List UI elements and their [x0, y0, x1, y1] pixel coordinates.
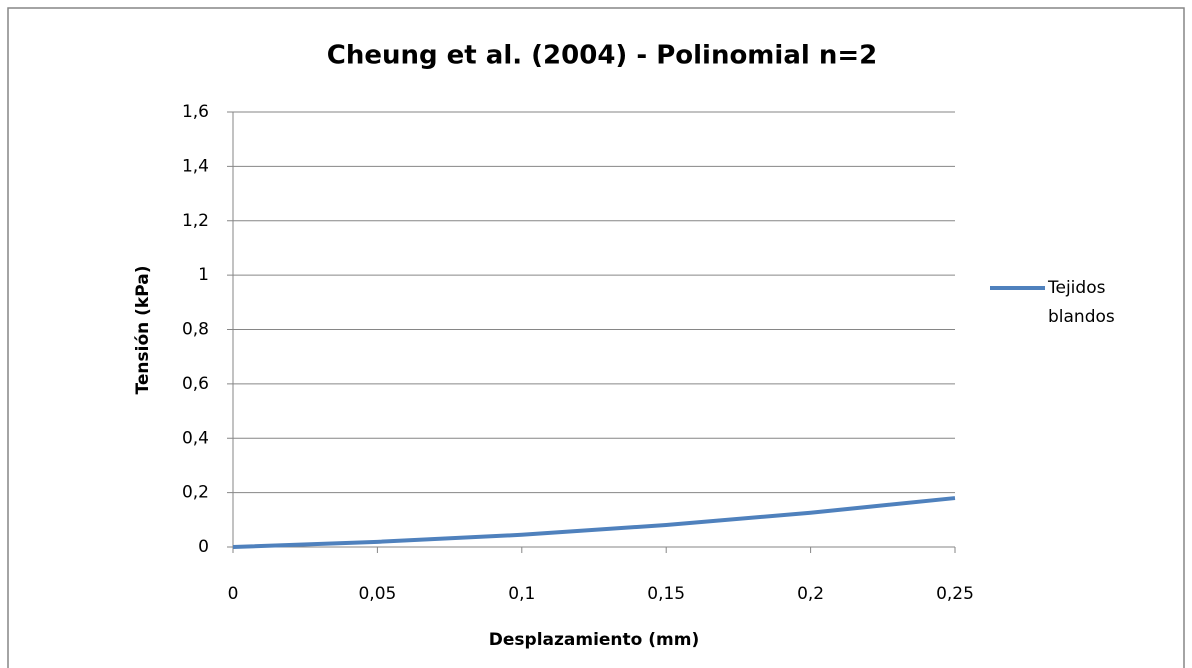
x-tick-label: 0,25 [936, 584, 974, 604]
y-tick-label: 1,6 [182, 102, 209, 122]
y-tick-label: 0 [198, 537, 209, 557]
chart-title: Cheung et al. (2004) - Polinomial n=2 [327, 41, 877, 71]
y-tick-label: 1,2 [182, 211, 209, 231]
y-tick-label: 1,4 [182, 156, 209, 176]
x-tick-label: 0,15 [647, 584, 685, 604]
x-tick-label: 0,1 [508, 584, 535, 604]
y-axis-label: Tensión (kPa) [133, 266, 153, 395]
series-line [232, 496, 956, 549]
chart-frame [7, 7, 1185, 668]
y-tick-label: 0,8 [182, 320, 209, 340]
x-axis-label: Desplazamiento (mm) [489, 630, 699, 650]
y-tick-label: 0,2 [182, 483, 209, 503]
x-tick-label: 0,05 [358, 584, 396, 604]
x-tick-label: 0 [228, 584, 239, 604]
legend-label: Tejidos blandos [1048, 278, 1115, 327]
y-tick-label: 1 [198, 265, 209, 285]
y-tick-label: 0,4 [182, 428, 209, 448]
x-tick-label: 0,2 [797, 584, 824, 604]
y-tick-label: 0,6 [182, 374, 209, 394]
